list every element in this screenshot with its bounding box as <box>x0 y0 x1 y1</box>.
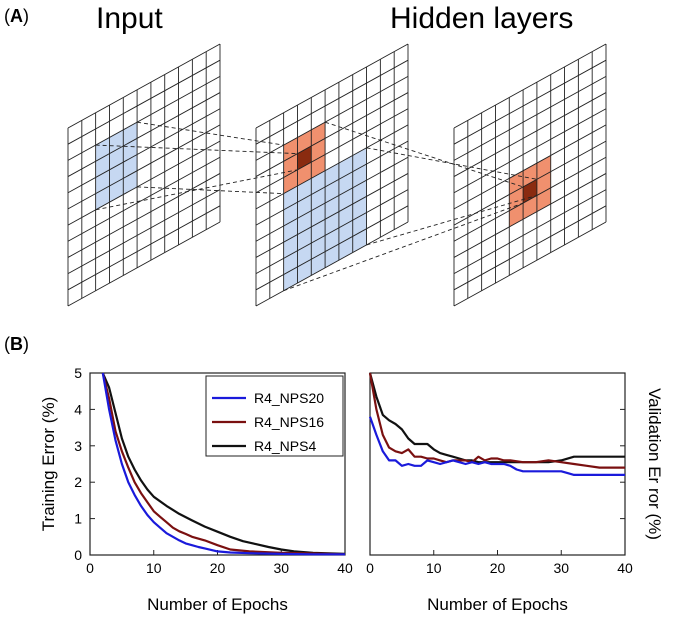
grid-line-horizontal <box>453 108 607 194</box>
grid-line-horizontal <box>255 173 409 258</box>
x-tick-label: 40 <box>617 560 633 576</box>
grid-line-horizontal <box>67 156 221 242</box>
grid-line-horizontal <box>67 75 221 161</box>
grid-line-horizontal <box>255 92 409 177</box>
x-tick-label: 20 <box>210 560 226 576</box>
x-tick-label: 20 <box>490 560 506 576</box>
grid-line-horizontal <box>255 124 409 210</box>
grid-line-horizontal <box>453 156 607 242</box>
y-tick-label: 4 <box>74 401 82 417</box>
grid-line-horizontal <box>67 205 221 291</box>
hidden-layer-1-grid <box>255 43 409 307</box>
connection-lines <box>95 121 538 292</box>
x-axis-label: Number of Epochs <box>427 595 568 614</box>
connector-line <box>366 195 538 246</box>
grid-line-horizontal <box>255 43 409 129</box>
connector-line <box>137 121 284 146</box>
grid-line-horizontal <box>453 92 607 177</box>
grid-line-horizontal <box>67 92 221 177</box>
legend-label: R4_NPS20 <box>254 390 324 406</box>
grid-line-horizontal <box>255 156 409 242</box>
series-line-r4-nps20 <box>101 372 345 556</box>
grid-line-horizontal <box>255 108 409 194</box>
x-tick-label: 30 <box>553 560 569 576</box>
x-tick-label: 0 <box>86 560 94 576</box>
grid-line-horizontal <box>255 75 409 161</box>
grid-line-horizontal <box>255 59 409 145</box>
grid-line-horizontal <box>453 173 607 258</box>
grid-line-horizontal <box>453 205 607 291</box>
grid-line-horizontal <box>67 173 221 258</box>
series-line-r4-nps16 <box>101 372 346 556</box>
legend-box <box>205 375 344 457</box>
validation-error-chart: 0 10 20 30 40 Number of Epochs Validation Er r… <box>366 372 664 614</box>
grid-line-horizontal <box>453 124 607 210</box>
grid-line-horizontal <box>255 140 409 226</box>
series-line-r4-nps16 <box>368 372 625 469</box>
series-line-r4-nps4 <box>101 372 346 555</box>
grid-line-horizontal <box>255 221 409 307</box>
y-tick-label: 1 <box>74 511 82 527</box>
hidden-layers-title: Hidden layers <box>390 2 573 35</box>
x-tick-label: 30 <box>273 560 289 576</box>
legend-label: R4_NPS16 <box>254 414 324 430</box>
grid-line-horizontal <box>453 43 607 129</box>
grid-line-horizontal <box>453 140 607 226</box>
grid-line-horizontal <box>67 189 221 275</box>
receptive-field-diagram <box>67 43 607 307</box>
connector-line <box>95 144 298 155</box>
grid-line-horizontal <box>67 221 221 307</box>
y-tick-label: 3 <box>74 438 82 454</box>
panel-b-label: (B) <box>4 334 29 354</box>
panel-a-label: (A) <box>4 6 29 26</box>
input-title: Input <box>96 2 163 35</box>
grid-line-horizontal <box>255 205 409 291</box>
x-tick-label: 10 <box>146 560 162 576</box>
grid-line-horizontal <box>453 221 607 307</box>
grid-line-horizontal <box>453 189 607 275</box>
connector-line <box>137 186 284 195</box>
grid-line-horizontal <box>67 140 221 226</box>
hidden-layer-2-grid <box>453 43 607 307</box>
training-error-chart: 0 10 20 30 40 0 1 2 3 4 5 Number of Epochs Training … <box>39 365 353 614</box>
legend-label: R4_NPS4 <box>254 438 316 454</box>
x-tick-label: 40 <box>337 560 353 576</box>
grid-line-horizontal <box>255 189 409 275</box>
x-tick-label: 0 <box>366 560 374 576</box>
y-tick-label: 0 <box>74 547 82 563</box>
y-axis-label: Validation Er ror (%) <box>645 388 664 540</box>
input-layer-grid <box>67 43 221 307</box>
grid-line-horizontal <box>67 59 221 145</box>
x-axis-label: Number of Epochs <box>147 595 288 614</box>
y-axis-label: Training Error (%) <box>39 397 58 531</box>
x-tick-label: 10 <box>426 560 442 576</box>
connector-line <box>283 202 524 292</box>
grid-line-horizontal <box>453 75 607 161</box>
grid-line-horizontal <box>67 124 221 210</box>
y-tick-label: 2 <box>74 474 82 490</box>
series-line-r4-nps20 <box>368 416 625 476</box>
y-tick-label: 5 <box>74 365 82 381</box>
connector-line <box>95 169 298 211</box>
connector-line <box>366 147 537 180</box>
grid-line-horizontal <box>67 43 221 129</box>
grid-line-horizontal <box>453 59 607 145</box>
grid-line-horizontal <box>67 108 221 194</box>
